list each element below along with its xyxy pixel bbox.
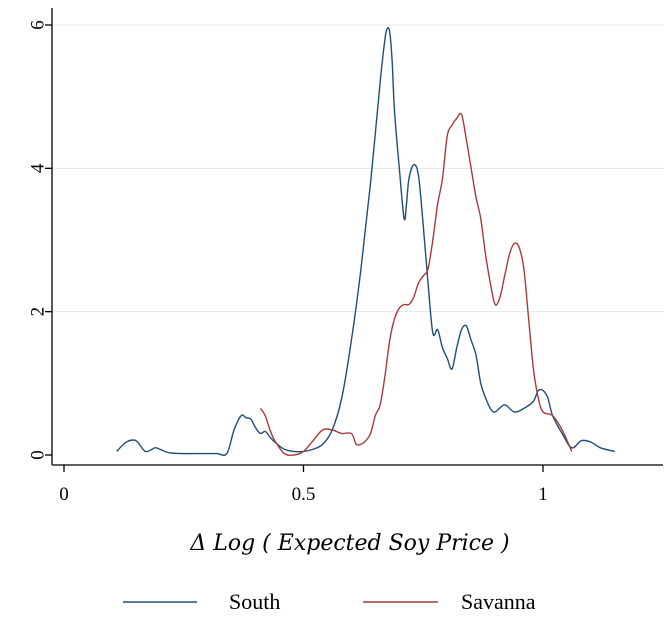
ticks: 0 2 4 6 0 0.5 1: [28, 20, 548, 505]
y-tick-label: 4: [28, 163, 49, 173]
x-axis-title: Δ Log ( Expected Soy Price ): [189, 531, 509, 556]
legend: South Savanna: [123, 589, 536, 614]
legend-label-savanna: Savanna: [461, 589, 536, 614]
axes: [51, 8, 663, 466]
x-tick-label: 0: [59, 484, 69, 505]
y-tick-label: 6: [28, 20, 49, 30]
gridlines: [52, 24, 663, 313]
series-line-south: [116, 27, 616, 456]
legend-label-south: South: [229, 589, 280, 614]
x-tick-label: 1: [538, 484, 548, 505]
y-tick-label: 0: [28, 450, 49, 460]
series-line-savanna: [259, 112, 573, 457]
y-tick-label: 2: [28, 307, 49, 317]
x-tick-label: 0.5: [292, 484, 316, 505]
series-layer: [116, 27, 616, 457]
